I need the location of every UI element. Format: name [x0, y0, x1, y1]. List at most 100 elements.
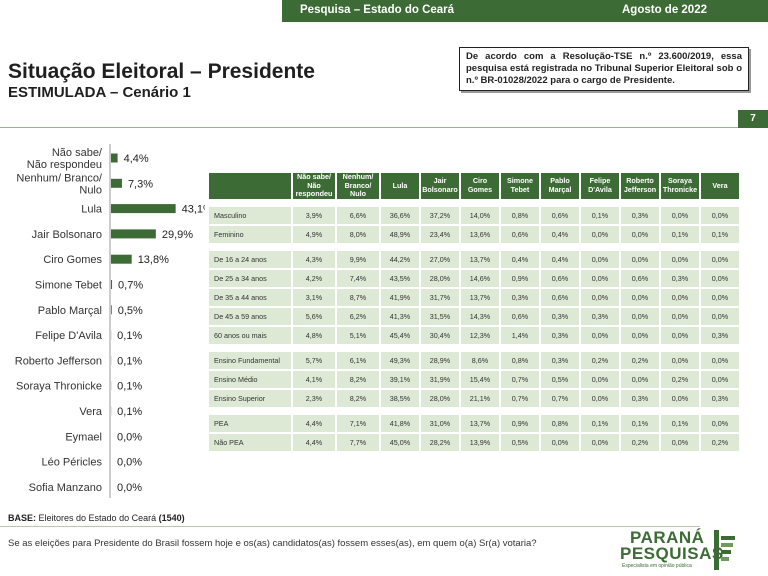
value-label: 4,4% [124, 153, 149, 165]
table-cell: 4,2% [293, 269, 335, 287]
table-cell: 0,8% [541, 414, 579, 432]
table-cell: 31,0% [421, 414, 459, 432]
table-cell: 14,0% [461, 206, 499, 224]
row-label: Ensino Médio [209, 370, 291, 388]
table-cell: 0,3% [621, 206, 659, 224]
category-label: Jair Bolsonaro [32, 229, 102, 241]
value-label: 0,1% [117, 330, 142, 342]
table-cell: 0,0% [701, 206, 739, 224]
table-row: De 45 a 59 anos 5,6% 6,2% 41,3% 31,5% 14,3% 0,… [209, 307, 739, 325]
table-cell: 0,0% [581, 389, 619, 407]
table-cell: 0,0% [621, 326, 659, 344]
table-cell: 28,0% [421, 389, 459, 407]
table-row: Ensino Médio 4,1% 8,2% 39,1% 31,9% 15,4% 0,7% 0… [209, 370, 739, 388]
group-spacer [209, 201, 739, 205]
table-cell: 0,0% [661, 326, 699, 344]
table-row: Ensino Fundamental 5,7% 6,1% 49,3% 28,9% 8,6%… [209, 351, 739, 369]
table-cell: 0,1% [661, 225, 699, 243]
table-cell: 21,1% [461, 389, 499, 407]
table-cell: 2,3% [293, 389, 335, 407]
page-subtitle: ESTIMULADA – Cenário 1 [8, 84, 191, 101]
table-cell: 0,3% [701, 389, 739, 407]
value-label: 0,0% [117, 431, 142, 443]
value-label: 13,8% [138, 254, 169, 266]
table-cell: 0,3% [541, 307, 579, 325]
table-cell: 1,4% [501, 326, 539, 344]
bar [111, 254, 132, 264]
table-cell: 0,0% [701, 370, 739, 388]
table-cell: 4,1% [293, 370, 335, 388]
table-row: Ensino Superior 2,3% 8,2% 38,5% 28,0% 21,1% 0,… [209, 389, 739, 407]
category-label: Roberto Jefferson [15, 355, 102, 367]
category-label: Ciro Gomes [43, 254, 102, 266]
logo: PARANÁ PESQUISAS Especialista em opinião… [618, 528, 738, 572]
table-cell: 8,6% [461, 351, 499, 369]
table-cell: 0,5% [541, 370, 579, 388]
row-label: Ensino Superior [209, 389, 291, 407]
table-cell: 0,3% [701, 326, 739, 344]
category-label: Soraya Thronicke [16, 381, 102, 393]
table-header-row: Não sabe/Não respondeu Nenhum/Branco/Nulo L… [209, 172, 739, 199]
table-cell: 8,0% [337, 225, 379, 243]
table-cell: 0,0% [701, 351, 739, 369]
row-label: PEA [209, 414, 291, 432]
table-cell: 43,5% [381, 269, 419, 287]
table-cell: 0,0% [581, 225, 619, 243]
table-cell: 0,4% [541, 225, 579, 243]
table-cell: 0,0% [581, 269, 619, 287]
row-label: De 45 a 59 anos [209, 307, 291, 325]
value-label: 0,0% [117, 457, 142, 469]
table-cell: 0,8% [501, 351, 539, 369]
category-label: Não sabe/Não respondeu [27, 147, 103, 171]
column-header: Não sabe/Não respondeu [293, 172, 335, 199]
table-cell: 5,1% [337, 326, 379, 344]
table-cell: 0,0% [661, 250, 699, 268]
table-cell: 13,7% [461, 250, 499, 268]
bar [111, 153, 118, 163]
table-cell: 0,7% [501, 370, 539, 388]
table-cell: 0,9% [501, 269, 539, 287]
table-cell: 0,6% [501, 225, 539, 243]
logo-line2: PESQUISAS [620, 544, 724, 563]
table-cell: 0,1% [661, 414, 699, 432]
table-row: Masculino 3,9% 6,6% 36,6% 37,2% 14,0% 0,8% 0,6%… [209, 206, 739, 224]
table-cell: 45,4% [381, 326, 419, 344]
table-cell: 39,1% [381, 370, 419, 388]
bar [111, 229, 156, 239]
divider [0, 127, 768, 128]
table-cell: 0,0% [581, 326, 619, 344]
column-header: Nenhum/Branco/Nulo [337, 172, 379, 199]
column-header: Felipe D'Avila [581, 173, 619, 199]
table-cell: 7,1% [337, 414, 379, 432]
category-label: Simone Tebet [35, 280, 102, 292]
table-cell: 0,0% [701, 414, 739, 432]
table-cell: 0,3% [501, 288, 539, 306]
table-cell: 4,4% [293, 433, 335, 451]
table-cell: 4,3% [293, 250, 335, 268]
logo-tagline: Especialista em opinião pública [622, 563, 692, 569]
table-cell: 0,0% [701, 269, 739, 287]
table-row: De 25 a 34 anos 4,2% 7,4% 43,5% 28,0% 14,6% 0,… [209, 269, 739, 287]
table-cell: 0,0% [541, 433, 579, 451]
table-cell: 0,0% [661, 389, 699, 407]
table-cell: 14,3% [461, 307, 499, 325]
table-row: Feminino 4,9% 8,0% 48,9% 23,4% 13,6% 0,6% 0,4% 0… [209, 225, 739, 243]
column-header: Simone Tebet [501, 173, 539, 199]
table-cell: 0,0% [661, 206, 699, 224]
table-cell: 0,0% [661, 288, 699, 306]
table-cell: 30,4% [421, 326, 459, 344]
category-label: Nenhum/ Branco/Nulo [16, 172, 103, 196]
table-row: PEA 4,4% 7,1% 41,8% 31,0% 13,7% 0,9% 0,8% 0,1% 0,… [209, 414, 739, 432]
row-label: 60 anos ou mais [209, 326, 291, 344]
base-count: (1540) [158, 513, 185, 523]
row-label: De 35 a 44 anos [209, 288, 291, 306]
column-header: Ciro Gomes [461, 173, 499, 199]
table-cell: 31,5% [421, 307, 459, 325]
table-cell: 0,6% [541, 206, 579, 224]
table-cell: 4,9% [293, 225, 335, 243]
table-cell: 27,0% [421, 250, 459, 268]
table-cell: 0,0% [581, 250, 619, 268]
table-cell: 0,5% [501, 433, 539, 451]
table-cell: 0,2% [701, 433, 739, 451]
survey-question: Se as eleições para Presidente do Brasil… [8, 538, 537, 549]
